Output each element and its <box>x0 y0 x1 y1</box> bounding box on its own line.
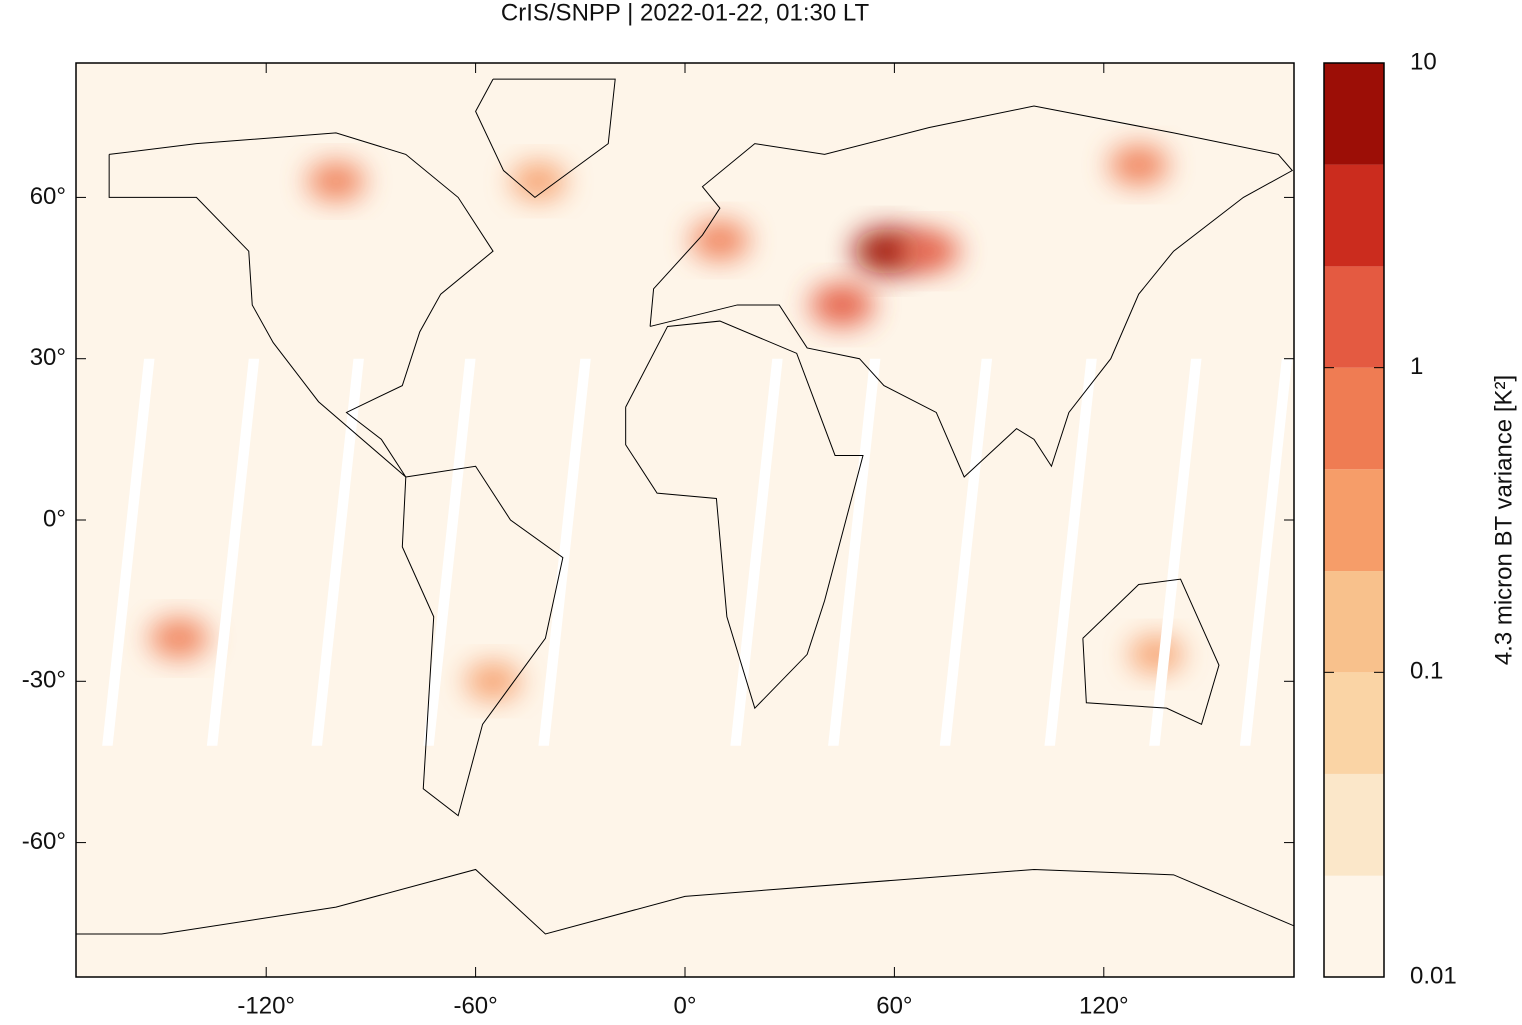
x-tick-label: 0° <box>674 992 697 1019</box>
colorbar-tick-label: 1 <box>1410 353 1423 380</box>
hotspot <box>899 231 960 272</box>
swath-gap <box>828 358 881 746</box>
y-tick-label: 0° <box>43 505 66 532</box>
swath-gap <box>1239 358 1293 746</box>
swath-gap <box>102 358 155 746</box>
map-background <box>76 63 1294 977</box>
hotspot <box>810 283 874 327</box>
coastline <box>1082 578 1220 726</box>
coastline <box>625 320 864 710</box>
coastline <box>649 105 1294 478</box>
x-tick-label: 60° <box>876 992 912 1019</box>
y-tick-label: 30° <box>30 344 66 371</box>
coastline <box>475 78 616 199</box>
coastline <box>401 465 564 817</box>
hotspot <box>690 221 749 260</box>
colorbar-band <box>1324 773 1384 876</box>
colorbar-band <box>1324 672 1384 774</box>
colorbar: 0.01 0.1 1 10 <box>1323 48 1457 989</box>
swath-gap <box>730 358 783 746</box>
swath-gap <box>538 358 591 746</box>
coastline <box>76 868 1294 935</box>
colorbar-label: 4.3 micron BT variance [K²] <box>1490 375 1517 665</box>
x-tick-label: 120° <box>1079 992 1129 1019</box>
x-tick-label: -120° <box>237 992 295 1019</box>
swath-gap <box>1044 358 1097 746</box>
colorbar-frame <box>1323 62 1385 978</box>
swath-gap <box>939 358 993 746</box>
coastline <box>108 132 494 478</box>
y-tick-label: -60° <box>22 828 66 855</box>
hotspot <box>307 162 365 201</box>
swath-gap <box>1149 358 1202 746</box>
colorbar-band <box>1324 164 1384 267</box>
hotspot <box>465 662 521 700</box>
colorbar-band <box>1324 266 1384 368</box>
colorbar-tick-label: 0.01 <box>1410 962 1457 989</box>
x-tick-label: -60° <box>453 992 497 1019</box>
chart-title: CrIS/SNPP | 2022-01-22, 01:30 LT <box>501 0 870 26</box>
colorbar-band <box>1324 63 1384 165</box>
hotspot <box>510 162 567 200</box>
colorbar-tick-label: 0.1 <box>1410 658 1443 685</box>
y-tick-label: -30° <box>22 667 66 694</box>
hotspot <box>1109 145 1169 185</box>
colorbar-band <box>1324 469 1384 572</box>
swath-gap <box>423 358 476 746</box>
hotspot <box>149 618 209 658</box>
swath-gap <box>311 358 364 746</box>
colorbar-band <box>1324 875 1384 977</box>
colorbar-tick-label: 10 <box>1410 48 1437 75</box>
swath-gap <box>206 358 260 746</box>
hotspot <box>1129 636 1184 673</box>
colorbar-band <box>1324 367 1384 470</box>
hotspot <box>853 228 922 274</box>
colorbar-band <box>1324 571 1384 673</box>
map-area <box>76 63 1294 977</box>
y-tick-label: 60° <box>30 183 66 210</box>
